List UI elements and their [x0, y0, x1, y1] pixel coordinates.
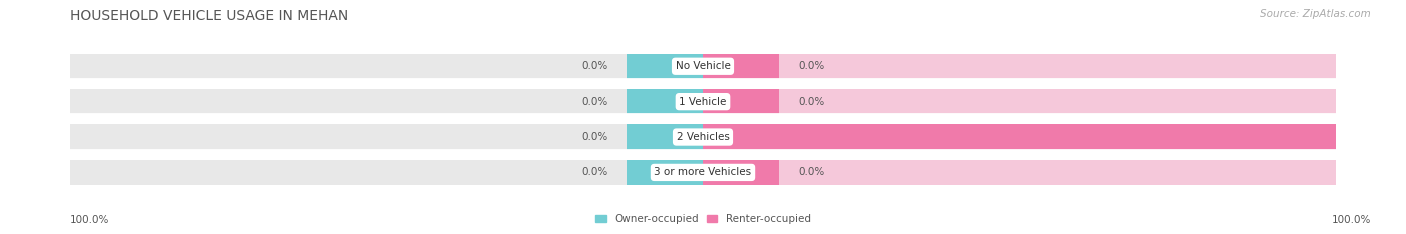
Text: 100.0%: 100.0% [1331, 215, 1371, 225]
Bar [70, 54, 1336, 79]
Text: No Vehicle: No Vehicle [675, 61, 731, 71]
Bar [70, 124, 1336, 150]
Bar [70, 160, 703, 185]
Bar [703, 54, 779, 79]
Text: 0.0%: 0.0% [582, 61, 609, 71]
Text: 0.0%: 0.0% [799, 61, 824, 71]
Bar [627, 89, 703, 114]
Text: 0.0%: 0.0% [582, 97, 609, 107]
Text: 100.0%: 100.0% [1343, 132, 1385, 142]
Bar [70, 89, 703, 114]
Bar [70, 160, 1336, 185]
Text: Source: ZipAtlas.com: Source: ZipAtlas.com [1260, 9, 1371, 19]
Bar [703, 124, 1336, 150]
Bar [703, 160, 779, 185]
Text: 0.0%: 0.0% [799, 167, 824, 177]
Text: 100.0%: 100.0% [70, 215, 110, 225]
Bar [70, 89, 1336, 114]
Bar [703, 89, 779, 114]
Text: 0.0%: 0.0% [582, 132, 609, 142]
Text: 3 or more Vehicles: 3 or more Vehicles [654, 167, 752, 177]
Bar [70, 54, 703, 79]
Bar [627, 160, 703, 185]
Bar [703, 89, 1336, 114]
Legend: Owner-occupied, Renter-occupied: Owner-occupied, Renter-occupied [595, 214, 811, 224]
Bar [703, 124, 1336, 150]
Bar [627, 54, 703, 79]
Text: 0.0%: 0.0% [799, 97, 824, 107]
Bar [703, 160, 1336, 185]
Bar [627, 124, 703, 150]
Bar [703, 54, 1336, 79]
Text: HOUSEHOLD VEHICLE USAGE IN MEHAN: HOUSEHOLD VEHICLE USAGE IN MEHAN [70, 9, 349, 23]
Bar [70, 124, 703, 150]
Text: 1 Vehicle: 1 Vehicle [679, 97, 727, 107]
Text: 2 Vehicles: 2 Vehicles [676, 132, 730, 142]
Text: 0.0%: 0.0% [582, 167, 609, 177]
